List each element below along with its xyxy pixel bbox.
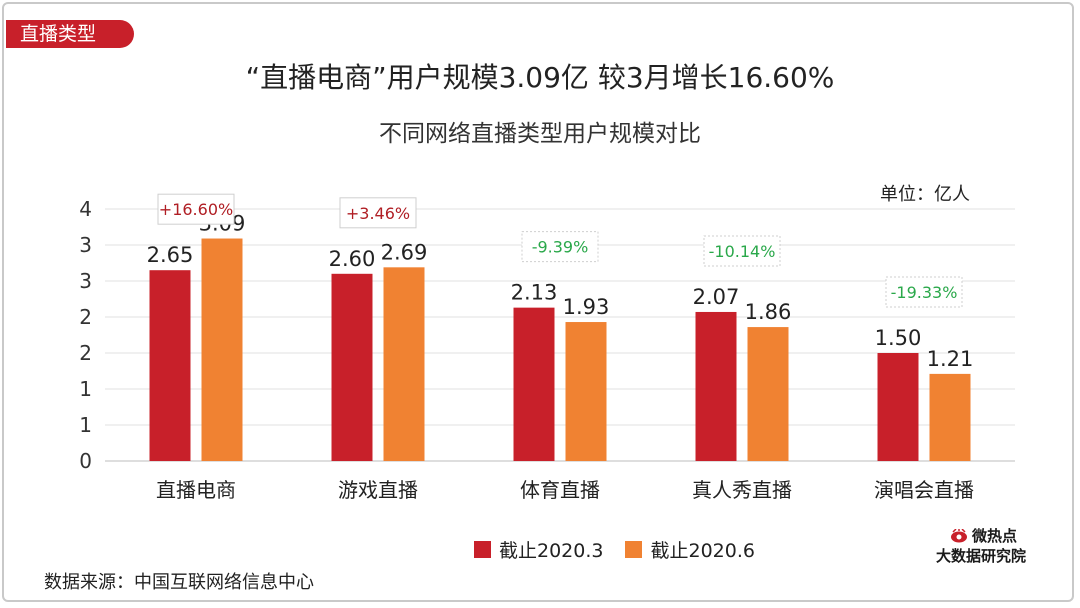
change-box [703,235,781,267]
change-box [157,193,235,225]
x-tick-label: 体育直播 [520,478,600,502]
chart-subtitle: 不同网络直播类型用户规模对比 [379,121,701,147]
y-tick-label: 2 [79,305,92,329]
legend: 截止2020.3 截止2020.6 [474,536,777,563]
change-label: -9.39% [532,238,589,257]
bar-2 [383,267,425,461]
bar-2 [565,322,607,461]
change-box [521,231,599,263]
change-label: +16.60% [159,200,233,219]
unit-label: 单位：亿人 [880,184,970,205]
legend-item-series-2: 截止2020.6 [625,536,755,563]
y-tick-label: 3 [79,269,92,293]
data-label: 2.69 [381,240,428,264]
data-label: 1.50 [875,326,922,350]
category-tag: 直播类型 [6,20,134,48]
x-tick-label: 真人秀直播 [692,478,792,502]
x-tick-label: 直播电商 [156,478,236,502]
y-tick-label: 1 [79,413,92,437]
bar-2 [929,373,971,461]
y-tick-label: 4 [79,197,92,221]
bar-1 [877,353,919,461]
y-tick-label: 0 [79,449,92,473]
change-box [885,276,963,308]
change-label: +3.46% [346,204,410,223]
brand-logo: 微热点 大数据研究院 [930,526,1050,566]
legend-swatch-series-2 [625,541,643,558]
y-tick-label: 2 [79,341,92,365]
change-label: -10.14% [709,242,776,261]
data-source: 数据来源：中国互联网络信息中心 [44,572,314,593]
data-label: 2.60 [329,247,376,271]
y-tick-label: 3 [79,233,92,257]
legend-swatch-series-1 [474,541,491,558]
bar-2 [201,238,243,461]
legend-label-series-2: 截止2020.6 [650,540,755,562]
data-label: 2.13 [511,281,558,305]
data-label: 1.21 [927,347,974,371]
legend-item-series-1: 截止2020.3 [474,536,603,563]
data-label: 1.86 [745,300,792,324]
x-tick-label: 游戏直播 [338,478,418,502]
x-tick-label: 演唱会直播 [874,478,974,502]
legend-label-series-1: 截止2020.3 [499,540,604,562]
brand-line-1: 微热点 [972,527,1018,545]
eye-logo-icon [951,529,967,543]
change-box [339,197,417,229]
bar-2 [747,327,789,461]
chart-frame [2,2,1074,602]
data-label: 2.07 [693,285,740,309]
chart-title: “直播电商”用户规模3.09亿 较3月增长16.60% [245,61,835,94]
brand-line-2: 大数据研究院 [936,547,1027,565]
data-label: 2.65 [147,243,194,267]
bar-1 [695,311,737,461]
bar-1 [149,270,191,461]
bar-1 [513,307,555,461]
data-label: 1.93 [563,295,610,319]
y-tick-label: 1 [79,377,92,401]
change-label: -19.33% [891,283,958,302]
bar-1 [331,273,373,461]
